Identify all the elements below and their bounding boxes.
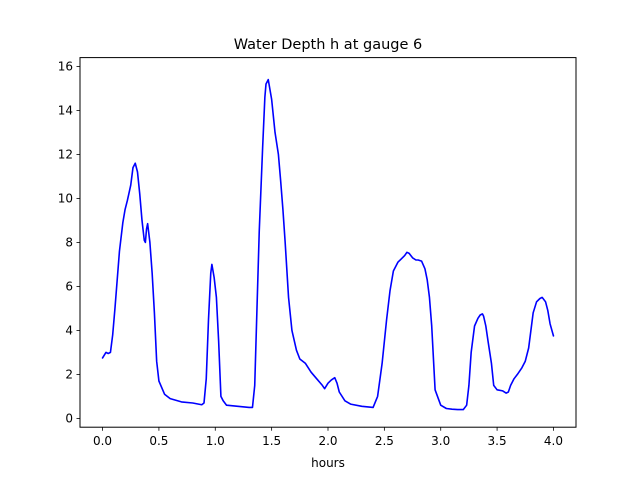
series-line-0 bbox=[101, 78, 555, 411]
plot-frame bbox=[79, 57, 577, 428]
y-tick-label: 8 bbox=[65, 236, 73, 250]
y-tick-label: 10 bbox=[58, 192, 73, 206]
series-layer bbox=[101, 78, 555, 411]
y-tick-label: 12 bbox=[58, 148, 73, 162]
x-axis: 0.0 0.5 1.0 1.5 2.0 2.5 3.0 3.5 4.0 bbox=[93, 427, 563, 448]
y-tick-label: 4 bbox=[65, 324, 73, 338]
y-tick-label: 6 bbox=[65, 280, 73, 294]
x-tick-label: 0.5 bbox=[149, 434, 168, 448]
y-tick-label: 14 bbox=[58, 104, 73, 118]
x-tick-label: 2.5 bbox=[375, 434, 394, 448]
y-tick-label: 0 bbox=[65, 412, 73, 426]
x-tick-label: 1.0 bbox=[206, 434, 225, 448]
x-tick-label: 3.5 bbox=[488, 434, 507, 448]
x-tick-label: 3.0 bbox=[431, 434, 450, 448]
chart-title: Water Depth h at gauge 6 bbox=[234, 37, 422, 53]
y-tick-label: 2 bbox=[65, 368, 73, 382]
y-axis: 0 2 4 6 8 10 12 14 16 bbox=[58, 60, 80, 426]
x-tick-label: 1.5 bbox=[262, 434, 281, 448]
x-tick-label: 2.0 bbox=[318, 434, 337, 448]
x-tick-label: 0.0 bbox=[93, 434, 112, 448]
x-tick-label: 4.0 bbox=[544, 434, 563, 448]
y-tick-label: 16 bbox=[58, 60, 73, 74]
x-axis-label: hours bbox=[311, 456, 345, 470]
